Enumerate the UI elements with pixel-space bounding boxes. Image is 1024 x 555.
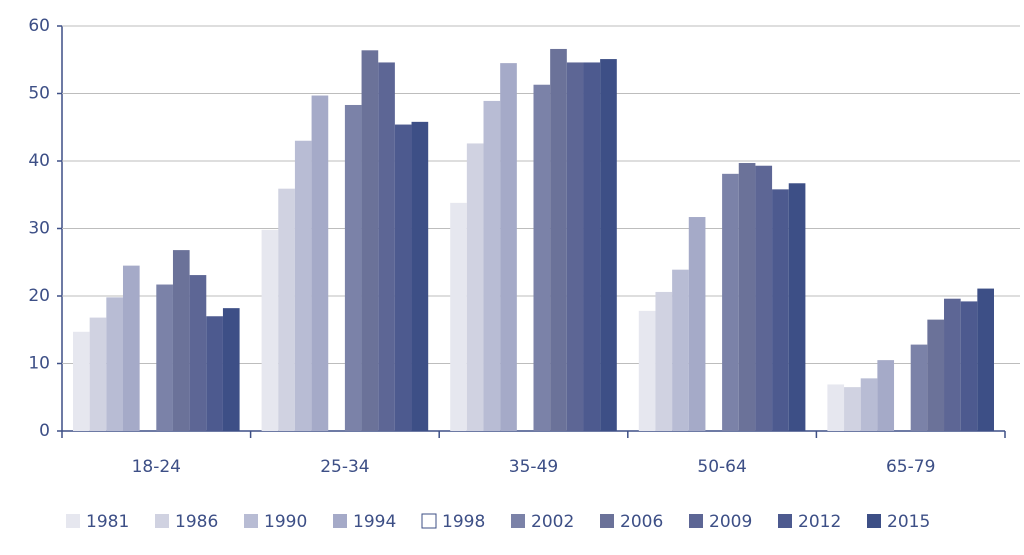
bar [361,50,379,432]
x-tick-label: 35-49 [509,457,558,477]
legend-swatch [511,514,525,528]
y-tick-label: 20 [28,286,50,306]
bar [844,387,861,431]
bar [655,291,673,431]
y-tick-label: 30 [28,219,50,239]
legend-label: 2012 [798,512,841,532]
x-tick-label: 50-64 [697,457,746,477]
bar [500,63,517,431]
bar [638,310,656,431]
bar [394,124,412,432]
bar [722,173,739,431]
bar [772,189,789,431]
bar [206,316,223,431]
legend-swatch [421,513,437,529]
bar [566,62,584,431]
legend-swatch [333,514,347,528]
legend-swatch [66,514,80,528]
y-tick-label: 10 [28,354,50,374]
legend-label: 1998 [442,512,485,532]
bar [483,100,501,432]
bar [106,297,123,431]
bar [156,284,173,431]
legend-label: 2002 [531,512,574,532]
bar [877,360,895,431]
bar [411,121,429,431]
legend-label: 2009 [709,512,752,532]
bar [122,265,140,431]
bar [73,331,90,431]
bar [189,275,207,431]
bar [827,384,845,431]
legend-swatch [600,514,614,528]
bar [600,59,617,431]
bar [788,183,806,431]
bar [450,202,467,431]
bar [738,163,756,431]
y-tick-label: 50 [28,84,50,104]
bar [688,217,706,431]
x-tick-label: 25-34 [320,457,369,477]
bar [583,62,601,431]
bar [378,62,395,431]
bar [278,188,295,431]
bar [944,298,961,431]
legend-label: 1994 [353,512,396,532]
y-tick-label: 40 [28,151,50,171]
y-tick-label: 0 [39,421,50,441]
bar [927,319,945,431]
legend-label: 1986 [175,512,218,532]
legend-swatch [155,514,169,528]
bar [977,288,994,431]
legend-label: 2006 [620,512,663,532]
bar [466,143,484,431]
x-tick-label: 65-79 [886,457,935,477]
y-tick-label: 60 [28,16,50,36]
bar [261,229,279,431]
bar [755,165,773,431]
bar [344,104,362,431]
legend-swatch [244,514,258,528]
bar [533,84,551,431]
bar [89,317,107,431]
bar [311,95,329,432]
bar [172,250,190,431]
bar [222,308,240,431]
bar [960,301,978,431]
legend-label: 1981 [86,512,129,532]
bar [294,140,312,431]
legend-swatch [689,514,703,528]
x-tick-label: 18-24 [132,457,181,477]
legend-label: 2015 [887,512,930,532]
bar [910,344,928,431]
bar [550,48,567,431]
legend-swatch [867,514,881,528]
legend-label: 1990 [264,512,307,532]
bar [860,378,878,431]
bar [672,269,689,431]
legend-swatch [778,514,792,528]
